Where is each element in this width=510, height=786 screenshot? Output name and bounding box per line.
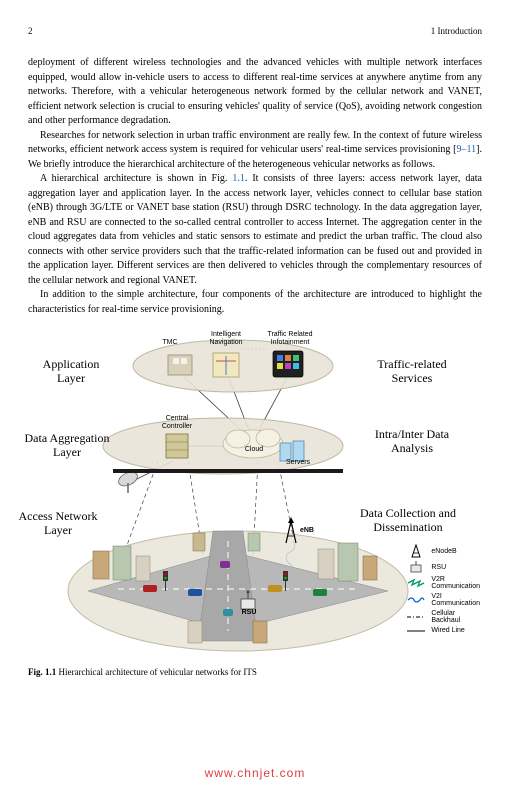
citation: 9–11 [457, 144, 477, 155]
label-data-analysis: Intra/Inter DataAnalysis [352, 427, 472, 456]
figure-caption: Fig. 1.1 Hierarchical architecture of ve… [28, 667, 482, 677]
legend-v2r-text: V2RCommunication [431, 576, 480, 590]
legend-backhaul-text: CellularBackhaul [431, 610, 460, 624]
body-text: deployment of different wireless technol… [28, 56, 482, 317]
legend-wired-text: Wired Line [431, 627, 464, 634]
legend-v2i-icon [405, 595, 427, 605]
figure-legend: eNodeB RSU V2RCommunication V2ICommunica… [405, 544, 480, 637]
legend-rsu-text: RSU [431, 564, 446, 571]
info-label: Traffic RelatedInfotainment [264, 331, 316, 346]
rsu-label: RSU [236, 609, 262, 617]
watermark: www.chnjet.com [0, 766, 510, 780]
para-4: In addition to the simple architecture, … [28, 288, 482, 317]
para-3: A hierarchical architecture is shown in … [28, 172, 482, 288]
cloud-label: Cloud [234, 446, 274, 454]
fig-ref: 1.1 [232, 173, 245, 184]
label-app-layer: ApplicationLayer [26, 357, 116, 386]
para-1: deployment of different wireless technol… [28, 56, 482, 129]
legend-v2r-icon [405, 578, 427, 588]
servers-label: Servers [278, 459, 318, 467]
controller-label: CentralController [153, 415, 201, 430]
chapter-title: 1 Introduction [431, 26, 482, 36]
legend-enb-text: eNodeB [431, 548, 456, 555]
label-data-collection: Data Collection andDissemination [338, 506, 478, 535]
label-acc-layer: Access NetworkLayer [8, 509, 108, 538]
legend-backhaul-icon [405, 614, 427, 620]
tmc-label: TMC [156, 339, 184, 347]
legend-rsu-icon [405, 561, 427, 573]
legend-v2i-text: V2ICommunication [431, 593, 480, 607]
para-2: Researches for network selection in urba… [28, 129, 482, 173]
page-number: 2 [28, 26, 33, 36]
legend-wired-icon [405, 628, 427, 634]
label-agg-layer: Data AggregationLayer [12, 431, 122, 460]
label-traffic-services: Traffic-relatedServices [352, 357, 472, 386]
nav-label: IntelligentNavigation [204, 331, 248, 346]
enb-label: eNB [295, 527, 319, 535]
figure-1-1: ApplicationLayer Data AggregationLayer A… [28, 331, 482, 661]
legend-enb-icon [405, 544, 427, 558]
